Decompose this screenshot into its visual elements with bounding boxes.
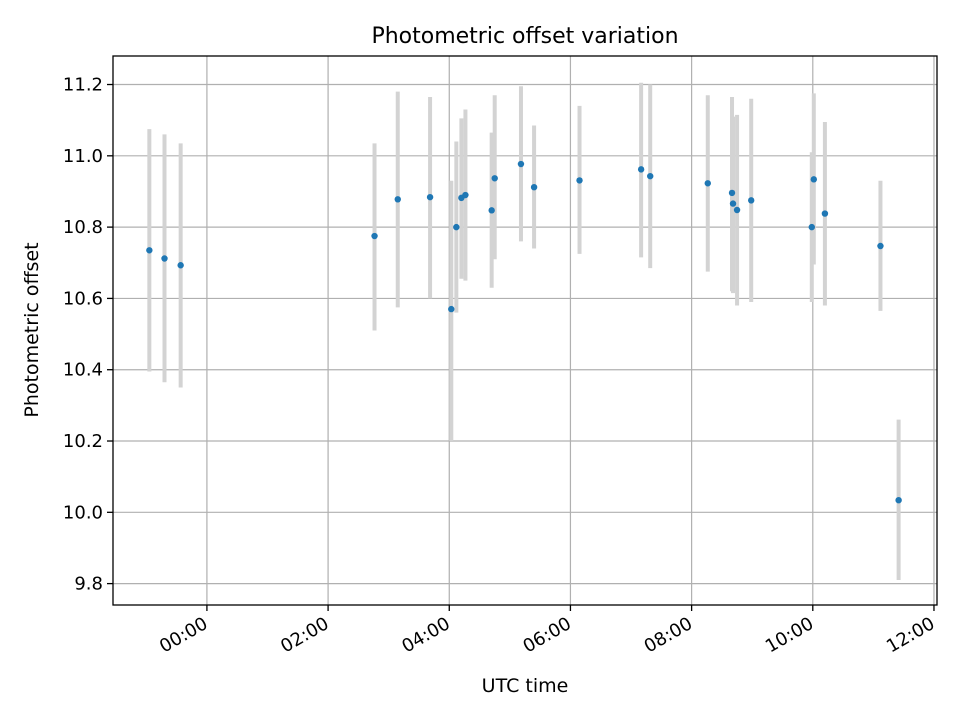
data-point (637, 166, 645, 173)
data-point (488, 207, 495, 214)
x-tick-label: 08:00 (641, 613, 696, 657)
x-tick-label: 06:00 (520, 613, 575, 657)
data-point (733, 206, 741, 214)
data-point (491, 175, 498, 182)
data-point (647, 172, 654, 180)
y-tick-label: 10.2 (63, 431, 103, 452)
x-axis-ticks: 00:00 02:00 04:00 06:00 08:00 10:00 12:00 (156, 605, 938, 657)
y-tick-label: 9.8 (74, 574, 103, 595)
data-point (462, 191, 469, 199)
data-point (371, 232, 378, 240)
chart-title: Photometric offset variation (371, 24, 678, 49)
y-axis-label: Photometric offset (21, 242, 43, 417)
data-point (810, 176, 818, 183)
y-tick-label: 11.2 (63, 75, 103, 96)
x-tick-label: 00:00 (156, 613, 211, 657)
y-axis-ticks: 9.8 10.0 10.2 10.4 10.6 10.8 11.0 11.2 (63, 75, 113, 595)
data-points (146, 160, 902, 504)
data-point (448, 305, 455, 313)
data-point (729, 200, 737, 207)
y-tick-label: 10.0 (63, 502, 103, 523)
y-tick-label: 10.6 (63, 288, 103, 309)
data-point (808, 223, 815, 231)
data-point (704, 180, 711, 187)
data-point (877, 242, 884, 250)
x-tick-label: 04:00 (398, 613, 453, 657)
data-point (394, 196, 401, 203)
data-point (576, 177, 583, 184)
y-tick-label: 10.4 (63, 360, 103, 381)
y-tick-label: 10.8 (63, 217, 103, 238)
data-point (747, 197, 755, 204)
data-point (517, 160, 525, 168)
x-tick-label: 10:00 (762, 613, 817, 657)
data-point (146, 247, 153, 254)
y-tick-label: 11.0 (63, 146, 103, 167)
x-tick-label: 02:00 (277, 613, 332, 657)
data-point (177, 262, 184, 269)
plot-frame (112, 55, 938, 606)
data-point (728, 189, 736, 197)
x-axis-label: UTC time (482, 675, 569, 697)
error-bars (147, 82, 901, 581)
data-point (821, 210, 829, 217)
data-point (453, 223, 460, 231)
data-point (426, 193, 434, 201)
data-point (895, 496, 902, 504)
data-point (530, 183, 538, 191)
data-point (161, 255, 168, 262)
x-tick-label: 12:00 (883, 613, 938, 657)
